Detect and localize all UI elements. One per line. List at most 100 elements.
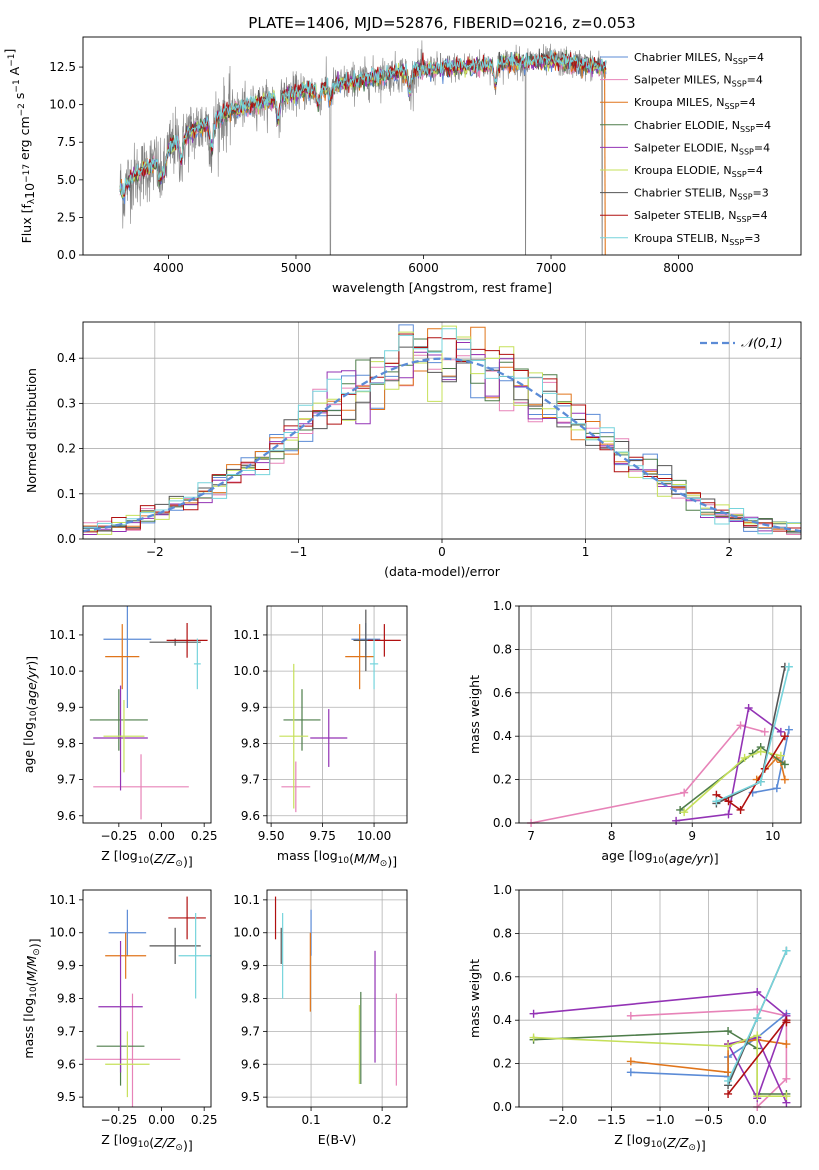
y-axis-label: mass [log10(M/M⊙)] xyxy=(21,938,42,1058)
x-tick-label: 10.00 xyxy=(357,829,391,843)
y-axis-label: age [log10(age/yr)] xyxy=(21,656,39,773)
normal-reference-curve xyxy=(82,357,802,533)
model-line-kroupa-stelib xyxy=(119,50,607,196)
weight-marker-kroupa-elodie xyxy=(680,808,689,817)
x-tick-label: 0.25 xyxy=(191,1113,218,1127)
weight-marker-kroupa-elodie xyxy=(756,747,765,756)
y-tick-label: 9.5 xyxy=(241,1090,260,1104)
weight-marker-chabrier-elodie xyxy=(780,760,789,769)
weight-marker-kroupa-miles xyxy=(780,775,789,784)
weight-marker-kroupa-miles xyxy=(626,1057,635,1066)
panel-spectrum: 4000 5000 6000 7000 8000 0.0 2.5 5.0 7.5 10.0 12.5… xyxy=(2,14,802,295)
x-axis-label: (data-model)/error xyxy=(384,564,501,579)
y-tick-label: 10.0 xyxy=(233,664,260,678)
y-tick-label: 9.7 xyxy=(57,1024,76,1038)
y-tick-label: 0.6 xyxy=(493,970,512,984)
weight-marker-kroupa-elodie xyxy=(753,1031,762,1040)
weight-marker-salpeter-stelib xyxy=(780,732,789,741)
y-tick-label: 10.1 xyxy=(233,628,260,642)
legend-entry-kroupa-miles: Kroupa MILES, NSSP=4 xyxy=(634,96,756,111)
y-tick-label: 10.1 xyxy=(49,628,76,642)
x-tick-label: 8000 xyxy=(663,261,694,275)
weight-marker-salpeter-miles xyxy=(782,1074,791,1083)
y-tick-label: 0.4 xyxy=(493,1013,512,1027)
histogram-chabrier-stelib xyxy=(83,346,801,534)
x-tick-label: 0 xyxy=(438,545,446,559)
y-tick-label: 10.1 xyxy=(49,893,76,907)
y-tick-label: 12.5 xyxy=(49,60,76,74)
x-axis-label: Z [log10(Z/Z⊙)] xyxy=(101,848,192,869)
weight-marker-kroupa-miles xyxy=(782,1040,791,1049)
x-tick-label: −1.0 xyxy=(645,1113,674,1127)
y-tick-label: 0.1 xyxy=(57,487,76,501)
x-tick-label: 0.00 xyxy=(148,829,175,843)
x-tick-label: 2 xyxy=(725,545,733,559)
x-axis-label: age [log10(age/yr)] xyxy=(601,848,718,866)
weight-line-chabrier-stelib xyxy=(716,666,786,805)
weight-marker-chabrier-miles xyxy=(784,725,793,734)
weight-line-salpeter-miles xyxy=(530,724,765,823)
legend-entry-salpeter-stelib: Salpeter STELIB, NSSP=4 xyxy=(634,209,768,224)
x-axis-label: mass [log10(M/M⊙)] xyxy=(277,848,397,869)
x-tick-label: 1 xyxy=(582,545,590,559)
x-tick-label: −2.0 xyxy=(548,1113,577,1127)
model-line-salpeter-stelib xyxy=(119,52,607,197)
legend-entry-salpeter-miles: Salpeter MILES, NSSP=4 xyxy=(634,74,763,89)
x-tick-label: 7000 xyxy=(536,261,567,275)
y-tick-label: 0.0 xyxy=(57,248,76,262)
y-tick-label: 10.0 xyxy=(49,98,76,112)
y-tick-label: 0.0 xyxy=(493,816,512,830)
y-tick-label: 9.8 xyxy=(241,736,260,750)
y-tick-label: 1.0 xyxy=(493,883,512,897)
legend-entry-normal: 𝒩(0,1) xyxy=(741,335,783,350)
x-tick-label: 0.2 xyxy=(373,1113,392,1127)
chart-title: PLATE=1406, MJD=52876, FIBERID=0216, z=0… xyxy=(248,14,635,32)
weight-marker-salpeter-elodie xyxy=(529,1009,538,1018)
x-tick-label: 10 xyxy=(765,829,780,843)
panel-z-mass: −0.25 0.00 0.25 9.5 9.6 9.7 9.8 9.9 10.0 10.1 Z [l… xyxy=(21,889,218,1153)
x-tick-label: 5000 xyxy=(281,261,312,275)
x-axis-label: E(B-V) xyxy=(318,1132,357,1147)
panel-ebv-mass: 0.1 0.2 9.5 9.6 9.7 9.8 9.9 10.0 10.1 E(B-V) xyxy=(233,889,408,1147)
y-tick-label: 0.0 xyxy=(493,1100,512,1114)
observed-spectrum-line xyxy=(119,40,606,255)
weight-marker-kroupa-elodie xyxy=(782,1092,791,1101)
y-tick-label: 9.9 xyxy=(241,700,260,714)
y-axis-label: mass weight xyxy=(467,959,482,1038)
y-tick-label: 10.0 xyxy=(233,926,260,940)
x-axis-label: Z [log10(Z/Z⊙)] xyxy=(101,1132,192,1153)
x-tick-label: 9.50 xyxy=(258,829,285,843)
x-tick-label: −0.25 xyxy=(100,829,137,843)
x-tick-label: 0.1 xyxy=(302,1113,321,1127)
weight-marker-salpeter-elodie xyxy=(672,816,681,825)
y-tick-label: 9.9 xyxy=(241,959,260,973)
weight-marker-salpeter-elodie xyxy=(753,987,762,996)
legend-entry-salpeter-elodie: Salpeter ELODIE, NSSP=4 xyxy=(634,141,770,156)
y-tick-label: 9.5 xyxy=(57,1090,76,1104)
weight-marker-kroupa-elodie xyxy=(776,751,785,760)
axes-frame xyxy=(266,889,408,1108)
y-tick-label: 9.6 xyxy=(241,809,260,823)
x-axis-label: Z [log10(Z/Z⊙)] xyxy=(614,1132,705,1153)
weight-marker-salpeter-miles xyxy=(736,721,745,730)
y-tick-label: 9.8 xyxy=(241,992,260,1006)
legend-entry-chabrier-miles: Chabrier MILES, NSSP=4 xyxy=(634,51,764,66)
weight-marker-salpeter-stelib xyxy=(724,797,733,806)
y-tick-label: 9.9 xyxy=(57,700,76,714)
x-tick-label: −1.5 xyxy=(597,1113,626,1127)
x-axis-label: wavelength [Angstrom, rest frame] xyxy=(332,280,552,295)
y-tick-label: 9.6 xyxy=(57,809,76,823)
legend-entry-kroupa-elodie: Kroupa ELODIE, NSSP=4 xyxy=(634,164,763,179)
y-tick-label: 0.0 xyxy=(57,532,76,546)
y-tick-label: 7.5 xyxy=(57,135,76,149)
y-tick-label: 0.8 xyxy=(493,642,512,656)
weight-marker-kroupa-stelib xyxy=(724,1076,733,1085)
panel-age-weight: 7 8 9 10 0.0 0.2 0.4 0.6 0.8 1.0 age [log10(age/yr… xyxy=(467,599,802,866)
legend-entry-chabrier-stelib: Chabrier STELIB, NSSP=3 xyxy=(634,187,769,202)
x-tick-label: 9.75 xyxy=(309,829,336,843)
weight-line-kroupa-elodie xyxy=(683,750,782,813)
y-tick-label: 9.7 xyxy=(57,773,76,787)
axes-frame xyxy=(82,36,802,256)
weight-marker-salpeter-miles xyxy=(753,1005,762,1014)
